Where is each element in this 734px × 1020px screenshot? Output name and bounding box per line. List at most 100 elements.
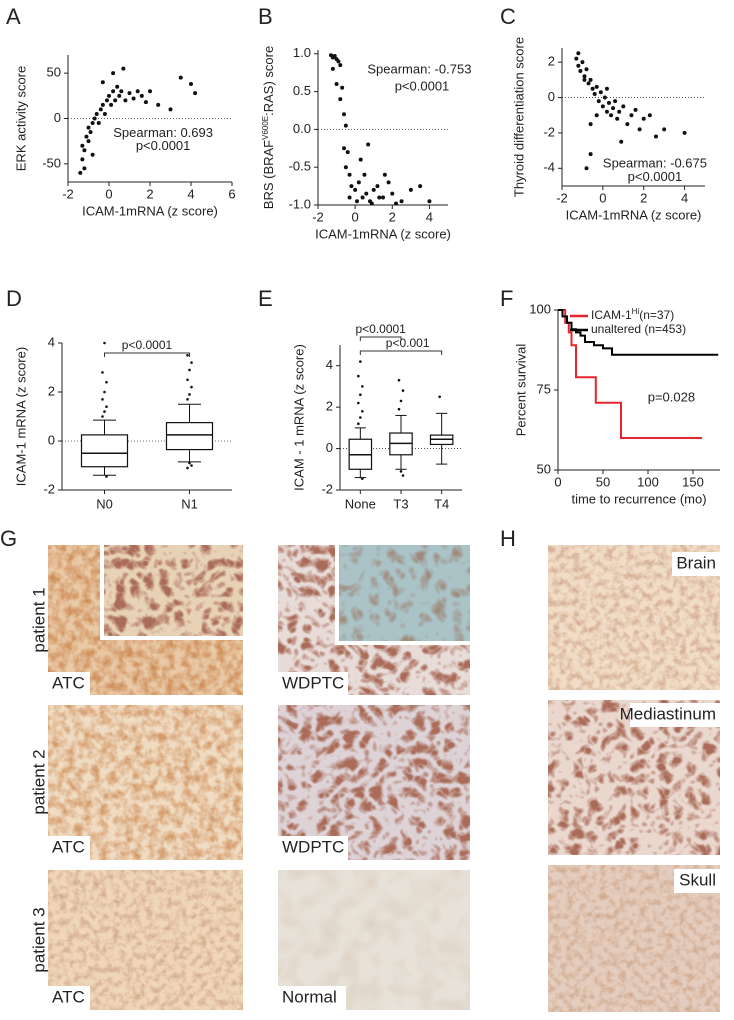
point [342, 112, 346, 117]
panel-g: G patient 1 patient 2 patient 3 ATC ATC … [0, 526, 470, 1010]
y-tick-label: 0 [326, 440, 333, 455]
point [578, 69, 583, 73]
x-axis-label: ICAM-1mRNA (z score) [315, 226, 451, 241]
panel-letter: H [500, 526, 516, 551]
point [408, 187, 413, 192]
point [586, 81, 591, 86]
y-label-part: BRS (BRAF [261, 140, 276, 209]
point [621, 104, 626, 109]
image-label: Mediastinum [620, 704, 716, 723]
point [96, 121, 101, 126]
outlier [103, 341, 106, 345]
significance-bracket [104, 352, 190, 357]
image-label: WDPTC [282, 837, 344, 856]
point [349, 184, 354, 189]
y-axis-label: Thyroid differentiation score [511, 37, 526, 197]
y-tick-label: 100 [529, 301, 551, 316]
patient-label: patient 1 [29, 587, 48, 652]
point [574, 56, 579, 61]
point [100, 80, 105, 85]
point [353, 187, 358, 192]
point [86, 125, 91, 130]
chart: E -2 0 2 4 None T3 T4 ICAM - 1 mRNA (z score) p<0… [258, 286, 462, 511]
point [625, 122, 630, 127]
point [682, 130, 687, 135]
point [111, 71, 116, 76]
image-label: WDPTC [282, 673, 344, 692]
point [131, 96, 136, 101]
y-axis-label: ICAM-1 mRNA (z score) [13, 347, 28, 486]
x-tick-label: N1 [181, 496, 198, 511]
point [104, 98, 109, 103]
box [80, 434, 129, 468]
point [375, 184, 380, 189]
point [336, 59, 341, 64]
point [617, 109, 622, 114]
point [611, 106, 616, 111]
annotation: Spearman: -0.675 [603, 155, 707, 170]
annotation: p<0.0001 [628, 169, 683, 184]
legend-label: unaltered (n=453) [591, 322, 686, 336]
point [84, 134, 89, 139]
y-tick-label: 4 [48, 334, 55, 349]
point [637, 127, 642, 132]
outlier [103, 410, 106, 413]
outlier [101, 415, 104, 418]
point [94, 111, 99, 116]
point [347, 172, 352, 177]
outlier [190, 464, 193, 467]
panel-letter: E [258, 286, 273, 311]
point [619, 139, 624, 144]
point [592, 92, 597, 96]
outlier [359, 393, 362, 397]
point [590, 86, 595, 91]
image-label: Normal [282, 987, 337, 1006]
x-tick-label: 0 [105, 186, 112, 201]
point [386, 180, 391, 185]
x-tick-label: 4 [187, 186, 194, 201]
y-tick-label: -2 [321, 481, 333, 496]
point [102, 111, 107, 116]
x-tick-label: 2 [640, 190, 647, 205]
image-label: ATC [52, 837, 85, 856]
point [576, 63, 581, 68]
point [381, 195, 385, 200]
point [90, 121, 95, 126]
point [127, 91, 132, 96]
significance-bracket [359, 336, 402, 341]
outlier [186, 378, 189, 382]
outlier [186, 398, 189, 401]
point [600, 104, 605, 109]
y-tick-label: 0 [48, 432, 55, 447]
point [143, 100, 148, 105]
point [647, 113, 652, 118]
y-tick-label: -2 [43, 481, 55, 496]
point [117, 93, 122, 98]
y-tick-label: 50 [537, 461, 551, 476]
point [606, 100, 611, 105]
y-tick-label: 50 [47, 65, 61, 80]
micrograph [48, 705, 243, 860]
image-label: ATC [52, 987, 85, 1006]
x-tick-label: -2 [312, 209, 324, 224]
point [340, 85, 345, 90]
point [604, 109, 609, 114]
point [580, 60, 585, 65]
significance-label: p<0.0001 [122, 338, 173, 352]
x-tick-label: 2 [389, 209, 396, 224]
point [330, 66, 335, 71]
point [358, 157, 363, 162]
panel-letter: D [6, 286, 22, 311]
point [371, 187, 376, 192]
patient-label: patient 3 [29, 907, 48, 972]
y-tick-label: -50 [42, 155, 61, 170]
x-tick-label: T3 [393, 496, 408, 511]
y-tick-label: -0.5 [289, 159, 311, 174]
y-tick-label: 2 [326, 399, 333, 414]
y-tick-label: 0.5 [293, 83, 311, 98]
outlier [397, 378, 401, 382]
outlier [359, 416, 362, 419]
point [369, 201, 374, 206]
outlier [359, 360, 362, 363]
x-tick-label: 150 [682, 474, 704, 489]
